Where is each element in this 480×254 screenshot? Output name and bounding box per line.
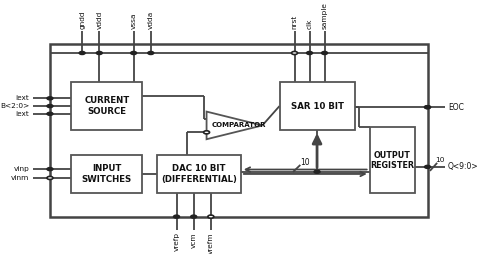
Circle shape (424, 106, 431, 109)
Text: iext: iext (16, 111, 29, 117)
Text: DAC 10 BIT
(DIFFERENTIAL): DAC 10 BIT (DIFFERENTIAL) (161, 164, 237, 184)
Bar (72, 82, 142, 130)
Circle shape (424, 106, 431, 109)
Text: vrefp: vrefp (174, 232, 180, 251)
Text: CURRENT
SOURCE: CURRENT SOURCE (84, 96, 130, 116)
Bar (279, 82, 355, 130)
Circle shape (131, 52, 137, 55)
Text: 10: 10 (300, 158, 310, 167)
Circle shape (291, 52, 298, 55)
Circle shape (424, 165, 431, 168)
Text: clk: clk (307, 18, 312, 29)
Circle shape (148, 52, 154, 55)
Text: COMPARATOR: COMPARATOR (212, 122, 266, 129)
Circle shape (191, 215, 197, 218)
Text: vrefm: vrefm (208, 232, 214, 254)
Bar (157, 155, 241, 193)
Circle shape (204, 131, 210, 134)
Text: EOC: EOC (448, 103, 464, 112)
Circle shape (174, 215, 180, 218)
Bar (50, 44, 428, 217)
Circle shape (47, 104, 53, 108)
Circle shape (96, 52, 102, 55)
Bar (72, 155, 142, 193)
Text: INPUT
SWITCHES: INPUT SWITCHES (82, 164, 132, 184)
Circle shape (47, 112, 53, 115)
Circle shape (79, 52, 85, 55)
Text: 10: 10 (435, 157, 445, 163)
Text: vddd: vddd (96, 10, 102, 29)
Text: iext: iext (16, 95, 29, 101)
Text: B<2:0>: B<2:0> (0, 103, 29, 109)
Text: nrst: nrst (291, 14, 298, 29)
Text: OUTPUT
REGISTER: OUTPUT REGISTER (370, 151, 414, 170)
Text: vinm: vinm (11, 175, 29, 181)
Circle shape (47, 97, 53, 100)
Circle shape (47, 176, 53, 180)
Text: gndd: gndd (79, 10, 85, 29)
Text: sample: sample (322, 2, 327, 29)
Circle shape (307, 52, 312, 55)
Text: vcm: vcm (191, 232, 197, 248)
Text: vinp: vinp (13, 166, 29, 172)
Circle shape (322, 52, 327, 55)
Text: Q<9:0>: Q<9:0> (448, 162, 479, 171)
Circle shape (208, 215, 214, 218)
Text: vssa: vssa (131, 12, 137, 29)
Circle shape (314, 170, 320, 173)
Circle shape (47, 168, 53, 171)
Bar (370, 127, 415, 193)
Text: SAR 10 BIT: SAR 10 BIT (290, 102, 344, 110)
Text: vdda: vdda (148, 10, 154, 29)
